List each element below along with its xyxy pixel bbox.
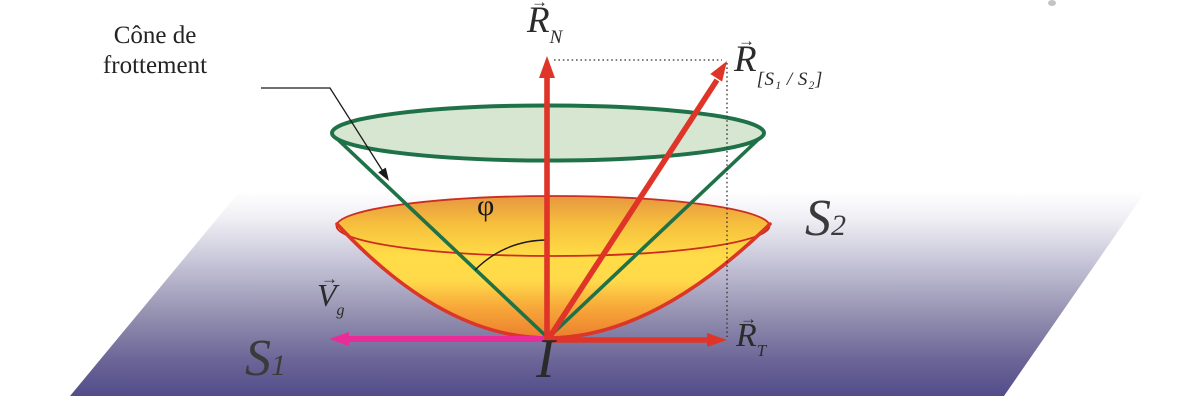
vector-arrow-icon: → <box>531 0 548 11</box>
rn-letter: R <box>527 0 550 41</box>
s1-subscript: 1 <box>271 349 286 382</box>
rn-vector-label: → RN <box>527 0 563 48</box>
cone-slant-right <box>546 132 766 340</box>
annotation-leader-arrowhead-icon <box>378 167 389 181</box>
rt-subscript: T <box>756 341 767 360</box>
rt-vector-label: → RT <box>736 310 767 360</box>
solid-s1-label: S1 <box>245 333 286 385</box>
vg-vector-label: → Vg <box>317 270 345 319</box>
rtotal-vector-label: → R[S₁ / S₂] <box>734 32 823 90</box>
rt-vector-arrowhead-icon <box>707 333 727 347</box>
vector-arrow-icon: → <box>738 31 755 50</box>
vector-arrow-icon: → <box>740 309 757 328</box>
rtotal-letter: R <box>734 39 757 80</box>
rn-vector-arrowhead-icon <box>539 56 555 78</box>
cropped-text-artifact <box>1048 0 1056 6</box>
rt-letter: R <box>736 317 757 354</box>
rtotal-vector-shaft <box>546 78 720 340</box>
s1-letter: S <box>245 330 271 387</box>
phi-angle-arc <box>474 239 549 271</box>
vg-letter: V <box>317 277 337 313</box>
cone-of-friction-label: Cône de frottement <box>102 22 208 79</box>
s2-letter: S <box>805 190 831 247</box>
rn-subscript: N <box>549 27 563 48</box>
annotation-leader-line <box>261 87 385 174</box>
cone-slant-left <box>330 132 550 340</box>
vg-vector-arrowhead-icon <box>329 332 349 346</box>
rtotal-subscript: [S₁ / S₂] <box>756 69 823 90</box>
s2-subscript: 2 <box>831 209 846 242</box>
phi-label: φ <box>477 189 495 222</box>
rtotal-vector-arrowhead-icon <box>710 61 727 82</box>
contact-point-label: I <box>536 328 555 390</box>
vector-arrow-icon: → <box>321 269 338 288</box>
friction-cone-rim <box>335 195 771 257</box>
solid-s2-label: S2 <box>805 193 846 245</box>
vg-subscript: g <box>336 302 345 319</box>
